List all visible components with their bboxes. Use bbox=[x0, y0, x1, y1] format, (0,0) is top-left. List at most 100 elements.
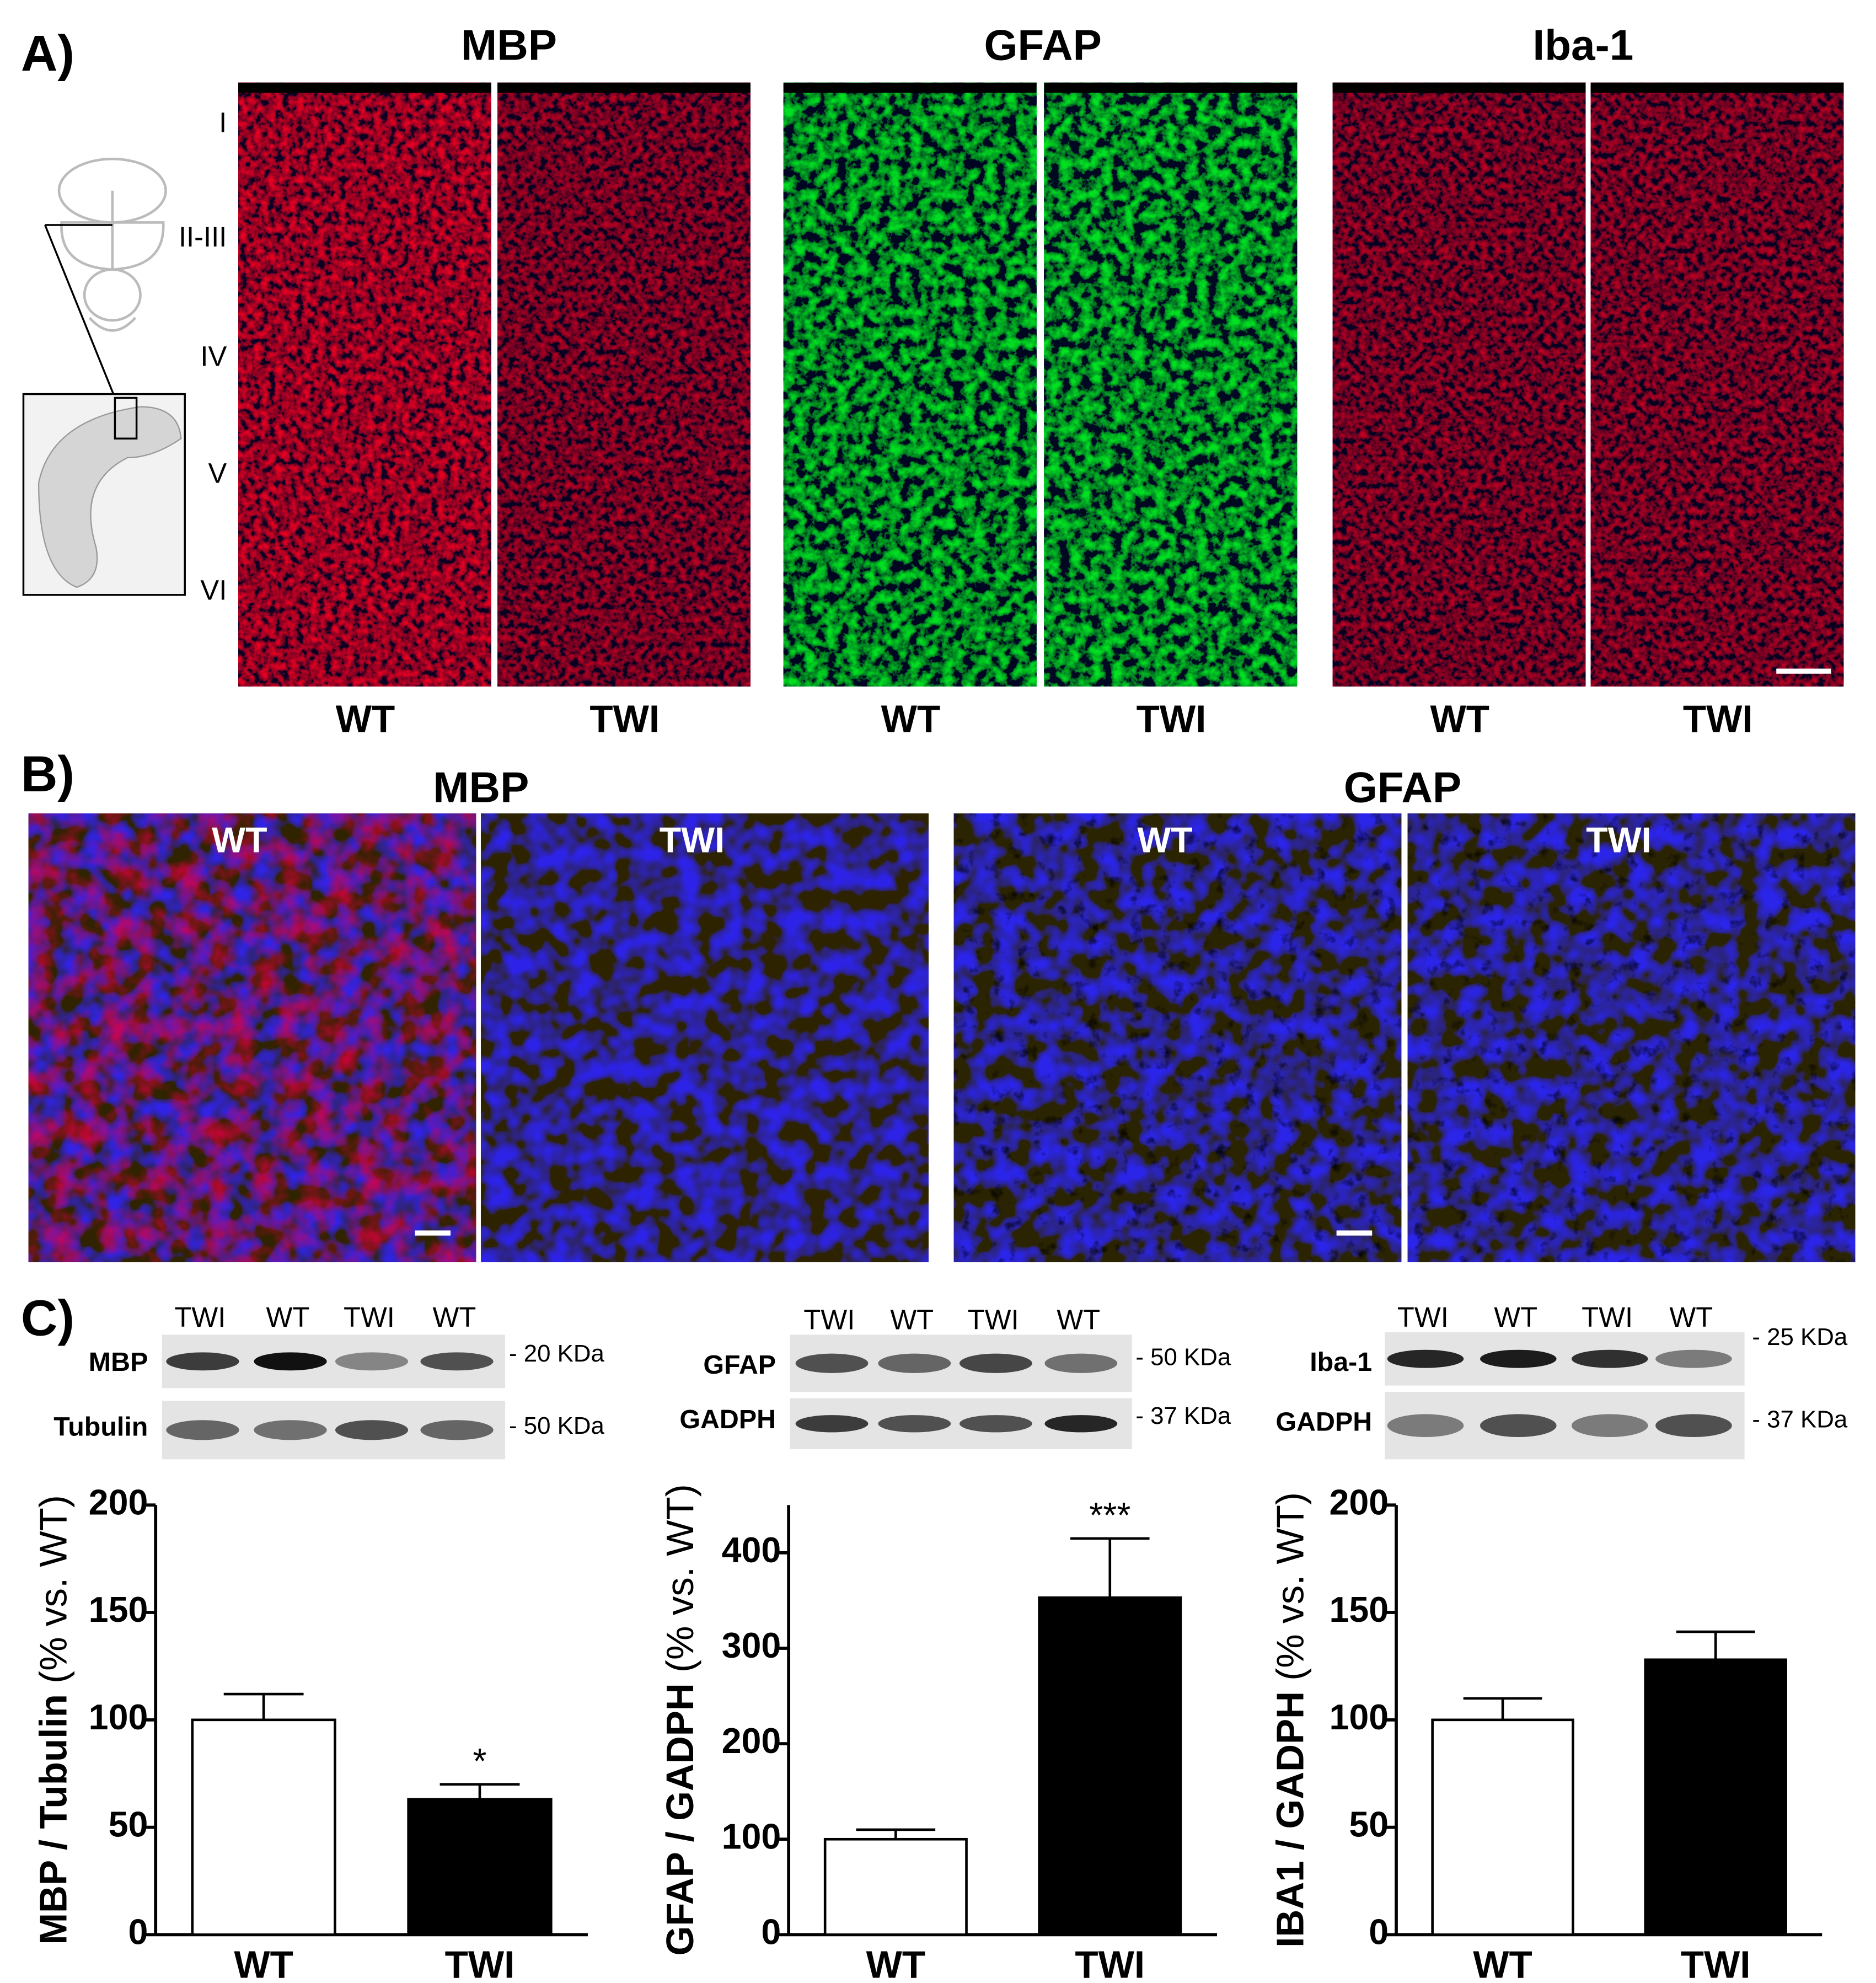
blot-band bbox=[795, 1415, 869, 1433]
blot-band bbox=[1655, 1414, 1732, 1437]
y-tick-label: 200 bbox=[722, 1721, 781, 1761]
x-tick-label: TWI bbox=[1075, 1943, 1145, 1983]
blot-row-label: MBP bbox=[89, 1347, 148, 1377]
y-axis-label-note: (% vs. WT) bbox=[32, 1495, 75, 1684]
blot-band bbox=[1655, 1349, 1732, 1368]
blot-row-label: GADPH bbox=[679, 1405, 776, 1434]
bar bbox=[1644, 1658, 1787, 1936]
blot-marker: - 37 KDa bbox=[1135, 1402, 1231, 1429]
condition-label: WT bbox=[336, 698, 395, 741]
condition-label: TWI bbox=[1137, 698, 1207, 741]
y-tick-label: 400 bbox=[722, 1530, 781, 1570]
y-tick-label: 150 bbox=[1329, 1590, 1389, 1630]
lane-label: TWI bbox=[1582, 1301, 1633, 1333]
micrograph-texture bbox=[1332, 82, 1586, 687]
micrograph-texture bbox=[1407, 813, 1856, 1262]
y-tick-label: 100 bbox=[89, 1697, 148, 1737]
y-tick-label: 150 bbox=[89, 1590, 148, 1630]
image-edge bbox=[1332, 82, 1586, 93]
micrograph-texture bbox=[28, 813, 476, 1262]
section-tissue bbox=[37, 406, 182, 588]
micrograph-texture bbox=[783, 82, 1037, 687]
bar bbox=[1038, 1596, 1182, 1936]
blot-marker: - 37 KDa bbox=[1752, 1406, 1847, 1433]
y-tick-label: 0 bbox=[1369, 1912, 1389, 1952]
y-axis-label: MBP / Tubulin (% vs. WT) bbox=[32, 1495, 75, 1944]
stain-title: Iba-1 bbox=[1532, 20, 1633, 69]
y-axis-label: IBA1 / GADPH (% vs. WT) bbox=[1269, 1492, 1312, 1948]
bar bbox=[191, 1718, 336, 1936]
brain-schematic bbox=[57, 157, 167, 332]
lane-label: TWI bbox=[174, 1301, 226, 1333]
y-axis-label-note: (% vs. WT) bbox=[1269, 1492, 1312, 1681]
blot-marker: - 25 KDa bbox=[1752, 1323, 1847, 1350]
image-edge bbox=[1044, 82, 1298, 93]
blot-row-label: Tubulin bbox=[53, 1412, 148, 1442]
blot-band bbox=[1571, 1349, 1648, 1368]
condition-label: TWI bbox=[589, 698, 660, 741]
y-tick-label: 50 bbox=[109, 1805, 148, 1845]
condition-label: WT bbox=[212, 820, 267, 860]
blot-marker: - 50 KDa bbox=[509, 1412, 604, 1439]
bar bbox=[407, 1798, 553, 1936]
y-tick-label: 200 bbox=[1329, 1482, 1389, 1522]
x-tick-label: WT bbox=[866, 1943, 926, 1983]
blot-band bbox=[420, 1352, 494, 1371]
x-tick-label: WT bbox=[234, 1943, 293, 1983]
lane-label: WT bbox=[266, 1301, 310, 1333]
y-axis-label-main: IBA1 / GADPH bbox=[1269, 1691, 1312, 1948]
image-edge bbox=[1590, 82, 1844, 93]
micrograph-texture bbox=[953, 813, 1402, 1262]
blot-band bbox=[166, 1352, 239, 1371]
image-edge bbox=[238, 82, 491, 93]
blot-band bbox=[878, 1353, 951, 1373]
blot-band bbox=[1571, 1414, 1648, 1437]
image-edge bbox=[783, 82, 1037, 93]
blot-band bbox=[166, 1420, 239, 1440]
blot-band bbox=[254, 1352, 327, 1371]
layer-label: V bbox=[208, 458, 227, 489]
y-tick-label: 100 bbox=[1329, 1697, 1389, 1737]
blot-row-label: Iba-1 bbox=[1310, 1347, 1372, 1377]
y-axis-label-note: (% vs. WT) bbox=[658, 1484, 701, 1673]
section-box bbox=[114, 396, 138, 440]
lane-label: TWI bbox=[1397, 1301, 1449, 1333]
x-tick-label: TWI bbox=[1681, 1943, 1751, 1983]
condition-label: TWI bbox=[660, 820, 725, 860]
blot-row-label: GFAP bbox=[703, 1350, 776, 1380]
significance: *** bbox=[1089, 1496, 1130, 1535]
y-axis-label: GFAP / GADPH (% vs. WT) bbox=[658, 1484, 701, 1955]
layer-label: II-III bbox=[179, 221, 227, 253]
lane-label: TWI bbox=[803, 1304, 855, 1336]
x-tick-label: TWI bbox=[445, 1943, 515, 1983]
layer-label: VI bbox=[200, 575, 227, 606]
stain-title: GFAP bbox=[1344, 763, 1461, 811]
panel-label: C) bbox=[21, 1290, 74, 1347]
blot-band bbox=[1387, 1349, 1464, 1368]
blot-band bbox=[959, 1415, 1032, 1433]
lane-label: WT bbox=[1057, 1304, 1100, 1336]
x-tick-label: WT bbox=[1473, 1943, 1532, 1983]
stain-title: MBP bbox=[461, 20, 557, 69]
y-axis-label-main: MBP / Tubulin bbox=[32, 1694, 75, 1944]
y-axis-label-main: GFAP / GADPH bbox=[658, 1683, 701, 1955]
panel-label: A) bbox=[21, 25, 74, 82]
stain-title: MBP bbox=[433, 763, 529, 811]
y-tick-label: 0 bbox=[128, 1912, 148, 1952]
layer-label: IV bbox=[200, 340, 227, 372]
condition-label: WT bbox=[881, 698, 941, 741]
bar bbox=[1431, 1718, 1574, 1936]
y-tick-label: 100 bbox=[722, 1816, 781, 1856]
blot-band bbox=[335, 1420, 409, 1440]
lane-label: WT bbox=[890, 1304, 934, 1336]
micrograph-texture bbox=[481, 813, 929, 1262]
blot-band bbox=[420, 1420, 494, 1440]
bar bbox=[823, 1837, 968, 1936]
blot-marker: - 20 KDa bbox=[509, 1340, 604, 1367]
blot-row-label: GADPH bbox=[1275, 1407, 1372, 1437]
blot-band bbox=[335, 1352, 409, 1371]
y-tick-label: 50 bbox=[1349, 1805, 1389, 1845]
condition-label: TWI bbox=[1586, 820, 1651, 860]
